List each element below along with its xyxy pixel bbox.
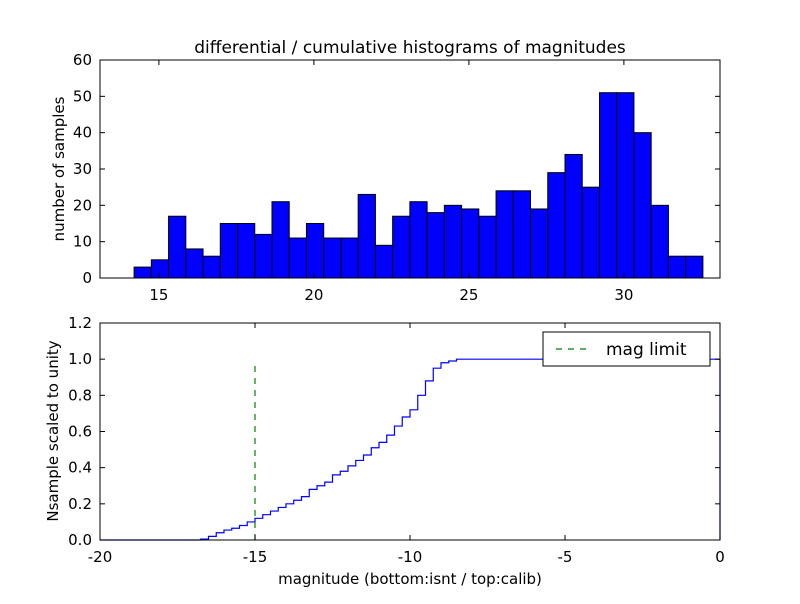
histogram-bar [564,153,583,279]
histogram-bar [598,92,618,279]
y-tick-label: 0.4 [68,459,92,477]
y-tick-label: 1.0 [68,350,92,368]
histogram-bar [374,244,394,279]
histogram-bar [461,208,480,279]
histogram-bar [357,193,376,279]
y-tick-label: 0.8 [68,386,92,404]
x-tick-label: 25 [459,286,478,304]
y-tick-label: 60 [73,51,92,69]
x-tick-label: 30 [614,286,633,304]
y-tick-label: 0 [82,269,92,287]
histogram-bar [650,204,669,279]
x-tick-label: 20 [304,286,323,304]
axes-frame [99,59,721,279]
y-tick-label: 20 [73,196,92,214]
y-tick-label: 0.6 [68,423,92,441]
y-tick-label: 50 [73,87,92,105]
chart-title: differential / cumulative histograms of … [194,38,626,58]
x-tick-label: 0 [715,548,725,566]
histogram-bar [495,190,514,279]
histogram-bar [667,255,687,279]
x-tick-label: -15 [243,548,268,566]
cumulative-line [100,358,721,541]
bottom-x-label: magnitude (bottom:isnt / top:calib) [278,570,542,588]
histogram-bar [288,237,307,279]
histogram-bar [685,255,704,279]
histogram-bar [271,201,290,279]
y-tick-label: 30 [73,160,92,178]
histogram-bar [530,208,549,279]
histogram-bar [202,255,221,279]
x-tick-label: -20 [88,548,113,566]
axes-frame [99,322,721,541]
histogram-bar [237,223,256,279]
y-tick-label: 0.2 [68,495,92,513]
histogram-bar [512,190,532,279]
histogram-bar [547,172,566,279]
y-tick-label: 40 [73,124,92,142]
histogram-bar [443,204,463,279]
histogram-bar [426,212,445,279]
y-tick-label: 0.0 [68,531,92,549]
histogram-bar [581,186,600,279]
histogram-bar [409,201,428,279]
x-tick-label: -10 [398,548,423,566]
histogram-bar [478,215,497,279]
y-tick-label: 10 [73,233,92,251]
legend-label: mag limit [606,340,687,360]
histogram-bar [392,215,411,279]
histogram-bar [323,237,342,279]
x-tick-label: -5 [558,548,573,566]
histogram-bar [219,223,239,279]
histogram-bar [150,259,170,279]
y-tick-label: 1.2 [68,314,92,332]
histogram-bar [254,233,273,279]
histogram-bar [168,215,187,279]
bottom-y-label: Nsample scaled to unity [44,340,62,521]
top-y-label: number of samples [50,96,68,241]
histogram-bar [185,248,204,279]
legend: mag limit [542,331,711,367]
histogram-bar [633,132,652,279]
histogram-bar [340,237,359,279]
histogram-bar [305,223,325,279]
histogram-bar [133,266,152,279]
histogram-bar [616,92,635,279]
x-tick-label: 15 [149,286,168,304]
